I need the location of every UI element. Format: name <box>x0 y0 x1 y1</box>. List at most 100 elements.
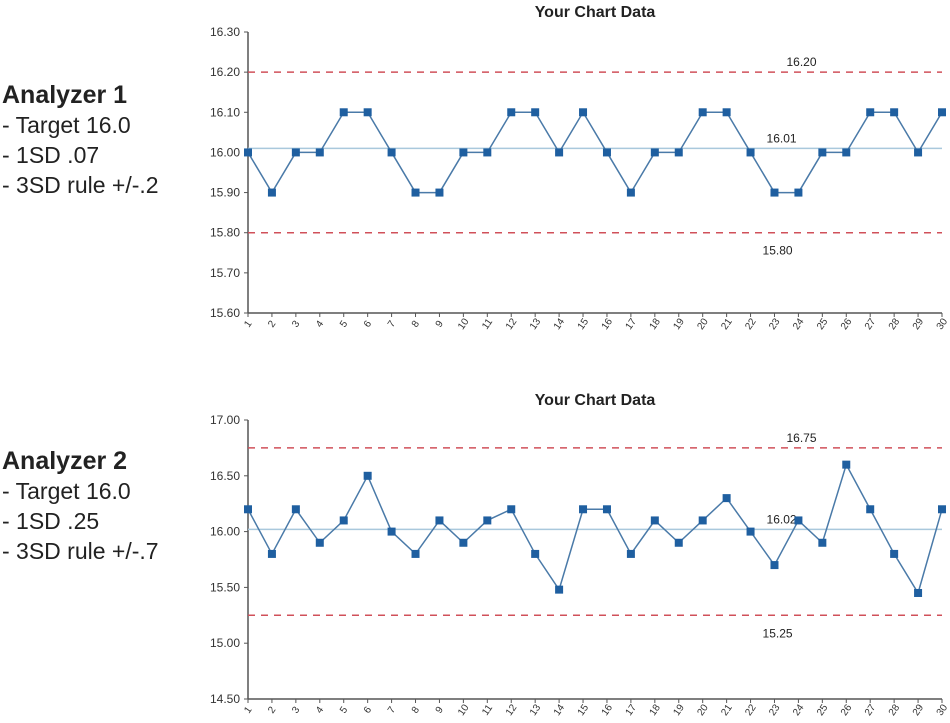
y-tick-label: 16.10 <box>210 105 240 119</box>
data-point <box>842 460 851 469</box>
x-tick-label: 8 <box>410 704 422 715</box>
analyzer-heading: Analyzer 2 <box>2 447 128 475</box>
x-tick-label: 14 <box>552 316 568 332</box>
x-tick-label: 28 <box>887 702 903 718</box>
data-point <box>674 538 683 547</box>
x-tick-label: 7 <box>386 704 398 715</box>
data-point <box>507 108 516 117</box>
data-point <box>770 188 779 197</box>
x-tick-label: 2 <box>266 704 278 715</box>
data-point <box>818 538 827 547</box>
data-point <box>938 505 946 514</box>
data-point <box>794 188 803 197</box>
data-point <box>315 148 324 157</box>
x-tick-label: 12 <box>504 702 520 718</box>
x-tick-label: 15 <box>576 702 592 718</box>
x-tick-label: 16 <box>600 702 616 718</box>
y-tick-label: 16.50 <box>210 469 240 483</box>
y-tick-label: 15.70 <box>210 266 240 280</box>
lower-limit-label: 15.80 <box>763 244 793 258</box>
data-point <box>244 505 252 514</box>
analyzer-heading: Analyzer 1 <box>2 81 128 109</box>
data-point <box>507 505 516 514</box>
x-tick-label: 3 <box>290 318 302 329</box>
data-point <box>650 516 659 525</box>
x-tick-label: 7 <box>386 318 398 329</box>
data-point <box>363 108 372 117</box>
data-point <box>555 148 564 157</box>
data-point <box>483 148 492 157</box>
y-tick-label: 15.80 <box>210 226 240 240</box>
x-tick-label: 10 <box>456 316 472 332</box>
x-tick-label: 4 <box>314 704 326 715</box>
mean-label: 16.01 <box>767 131 797 145</box>
x-tick-label: 12 <box>504 316 520 332</box>
data-point <box>914 588 923 597</box>
y-tick-label: 15.50 <box>210 580 240 594</box>
data-point <box>483 516 492 525</box>
data-point <box>818 148 827 157</box>
data-point <box>531 549 540 558</box>
x-tick-label: 8 <box>410 318 422 329</box>
data-point <box>602 505 611 514</box>
mean-label: 16.02 <box>767 512 797 526</box>
x-tick-label: 16 <box>600 316 616 332</box>
x-tick-label: 6 <box>362 704 374 715</box>
x-tick-label: 20 <box>695 316 711 332</box>
data-point <box>650 148 659 157</box>
x-tick-label: 30 <box>935 702 950 718</box>
data-point <box>411 549 420 558</box>
x-tick-label: 24 <box>791 316 807 332</box>
data-point <box>531 108 540 117</box>
data-point <box>626 188 635 197</box>
x-tick-label: 9 <box>434 704 446 715</box>
y-tick-label: 16.00 <box>210 525 240 539</box>
data-point <box>866 505 875 514</box>
x-tick-label: 23 <box>767 702 783 718</box>
chart-title: Your Chart Data <box>535 4 656 21</box>
data-point <box>291 505 300 514</box>
data-point <box>267 188 276 197</box>
x-tick-label: 13 <box>528 316 544 332</box>
x-tick-label: 18 <box>648 316 664 332</box>
x-tick-label: 27 <box>863 316 879 332</box>
data-point <box>842 148 851 157</box>
data-point <box>698 108 707 117</box>
x-tick-label: 20 <box>695 702 711 718</box>
y-tick-label: 15.60 <box>210 306 240 320</box>
upper-limit-label: 16.75 <box>786 431 816 445</box>
x-tick-label: 21 <box>719 702 735 718</box>
data-point <box>938 108 946 117</box>
x-tick-label: 10 <box>456 702 472 718</box>
note-line: - 1SD .25 <box>2 508 100 534</box>
x-tick-label: 18 <box>648 702 664 718</box>
x-tick-label: 22 <box>743 702 759 718</box>
x-tick-label: 29 <box>911 702 927 718</box>
x-tick-label: 13 <box>528 702 544 718</box>
x-tick-label: 29 <box>911 316 927 332</box>
data-point <box>555 585 564 594</box>
y-tick-label: 15.00 <box>210 636 240 650</box>
x-tick-label: 25 <box>815 316 831 332</box>
x-tick-label: 1 <box>242 704 254 715</box>
x-tick-label: 5 <box>338 318 350 329</box>
analyzer-2-notes: Analyzer 2 - Target 16.0 - 1SD .25 - 3SD… <box>2 446 159 566</box>
data-point <box>866 108 875 117</box>
data-point <box>339 108 348 117</box>
note-line: - 1SD .07 <box>2 142 100 168</box>
chart-title: Your Chart Data <box>535 392 656 409</box>
data-point <box>411 188 420 197</box>
data-point <box>579 505 588 514</box>
y-tick-label: 16.00 <box>210 145 240 159</box>
data-point <box>626 549 635 558</box>
data-point <box>387 527 396 536</box>
x-tick-label: 2 <box>266 318 278 329</box>
data-point <box>722 494 731 503</box>
data-point <box>339 516 348 525</box>
data-point <box>459 538 468 547</box>
data-point <box>387 148 396 157</box>
x-tick-label: 11 <box>480 317 495 332</box>
data-point <box>698 516 707 525</box>
y-tick-label: 17.00 <box>210 413 240 427</box>
data-point <box>722 108 731 117</box>
